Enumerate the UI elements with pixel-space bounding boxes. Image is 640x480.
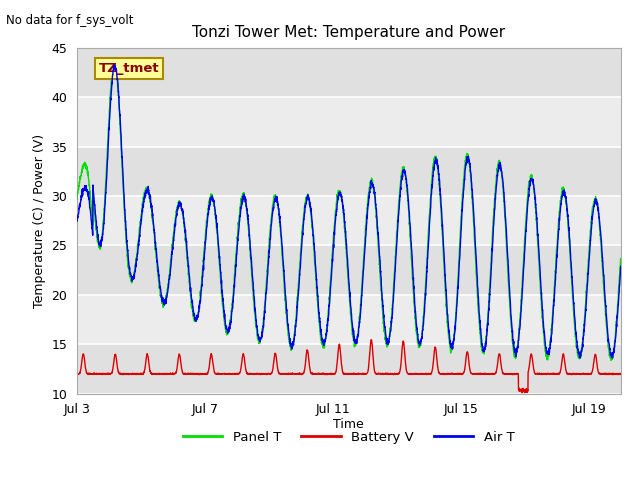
Text: No data for f_sys_volt: No data for f_sys_volt xyxy=(6,14,134,27)
Bar xyxy=(77,196,621,245)
Bar xyxy=(77,97,621,147)
Bar xyxy=(77,48,621,97)
Text: TZ_tmet: TZ_tmet xyxy=(99,62,159,75)
Bar xyxy=(77,295,621,344)
Title: Tonzi Tower Met: Temperature and Power: Tonzi Tower Met: Temperature and Power xyxy=(192,25,506,40)
Legend: Panel T, Battery V, Air T: Panel T, Battery V, Air T xyxy=(177,426,520,449)
Y-axis label: Temperature (C) / Power (V): Temperature (C) / Power (V) xyxy=(33,134,45,308)
Bar xyxy=(77,245,621,295)
Bar xyxy=(77,344,621,394)
X-axis label: Time: Time xyxy=(333,418,364,431)
Bar xyxy=(77,147,621,196)
